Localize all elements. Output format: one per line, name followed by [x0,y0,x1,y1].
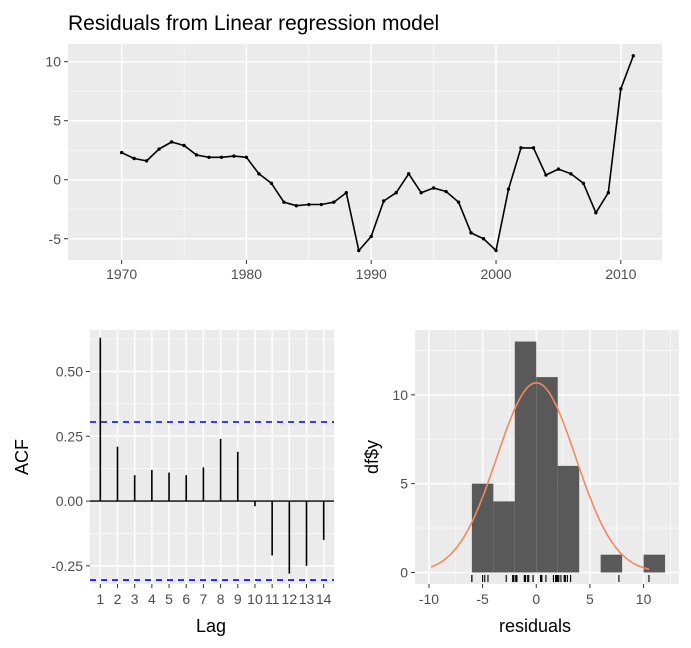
x-tick-label: 1980 [231,266,262,282]
residual-point [145,159,148,162]
histogram-x-ticks: -10 -5 0 5 10 [419,584,652,607]
x-tick-label: 6 [182,591,190,607]
residual-point [320,203,323,206]
residual-point [544,173,547,176]
x-tick-label: 4 [148,591,156,607]
residual-point [232,154,235,157]
acf-y-axis-title: ACF [12,439,32,475]
histogram-x-axis-title: residuals [499,616,571,636]
y-tick-label: 0.50 [56,363,83,379]
residual-point [394,191,397,194]
x-tick-label: 2 [114,591,122,607]
y-tick-label: 0.00 [56,493,83,509]
x-tick-label: 13 [299,591,315,607]
residual-point [432,186,435,189]
x-tick-label: 9 [234,591,242,607]
residual-point [195,153,198,156]
residual-point [207,156,210,159]
y-tick-label: 10 [392,387,408,403]
x-tick-label: 0 [532,591,540,607]
residual-point [582,182,585,185]
residual-point [132,157,135,160]
residual-point [444,190,447,193]
residual-point [295,204,298,207]
residual-point [532,146,535,149]
residual-point [257,172,260,175]
x-tick-label: 5 [165,591,173,607]
residual-point [382,199,385,202]
acf-x-ticks: 1234567891011121314 [96,584,331,607]
histogram-panel: 0 5 10 -10 -5 0 5 10 residuals df$y [362,330,679,636]
residual-point [245,156,248,159]
residual-point [494,249,497,252]
residual-point [569,172,572,175]
y-tick-label: 0.25 [56,428,83,444]
x-tick-label: 14 [316,591,332,607]
x-tick-label: 1970 [106,266,137,282]
residual-point [357,249,360,252]
residual-point [182,144,185,147]
histogram-bar [601,555,622,573]
x-tick-label: 11 [265,591,280,607]
residual-point [469,231,472,234]
acf-panel: -0.250.000.250.50 1234567891011121314 La… [12,330,334,636]
residual-point [607,191,610,194]
x-tick-label: 12 [282,591,298,607]
residual-point [332,200,335,203]
residual-point [345,191,348,194]
x-tick-label: 1 [96,591,104,607]
y-tick-label: 5 [53,113,61,129]
residual-point [270,182,273,185]
residual-point [157,147,160,150]
y-tick-label: -0.25 [51,558,83,574]
residual-point [307,203,310,206]
y-tick-label: 5 [400,476,408,492]
residual-point [519,146,522,149]
x-tick-label: 8 [217,591,225,607]
residual-point [419,191,422,194]
histogram-bar [644,555,665,573]
x-tick-label: -10 [419,591,439,607]
residual-timeseries-panel: Residuals from Linear regression model -… [45,12,662,282]
residual-point [370,235,373,238]
histogram-y-ticks: 0 5 10 [392,387,415,581]
acf-plot-background [90,330,334,584]
residual-point [557,167,560,170]
x-tick-label: 10 [247,591,263,607]
residual-point [170,140,173,143]
residual-point [632,54,635,57]
acf-y-ticks: -0.25 0.00 0.25 0.50 [51,363,90,573]
x-tick-label: -5 [476,591,489,607]
y-tick-label: 10 [45,54,61,70]
residual-point [120,151,123,154]
timeseries-y-ticks: -5 0 5 10 [45,54,68,247]
histogram-bar [536,377,557,572]
residual-point [482,237,485,240]
residual-point [282,200,285,203]
x-tick-label: 5 [586,591,594,607]
x-tick-label: 1990 [356,266,387,282]
x-tick-label: 7 [200,591,208,607]
residual-point [407,172,410,175]
histogram-y-axis-title: df$y [362,440,382,474]
residual-point [594,211,597,214]
chart-title: Residuals from Linear regression model [68,12,439,35]
histogram-bar [493,501,514,572]
residual-point [507,187,510,190]
residual-point [619,87,622,90]
histogram-bar [558,466,579,573]
residual-point [220,156,223,159]
acf-x-axis-title: Lag [196,616,226,636]
y-tick-label: 0 [400,564,408,580]
x-tick-label: 2000 [480,266,511,282]
x-tick-label: 10 [636,591,652,607]
y-tick-label: -5 [49,231,62,247]
x-tick-label: 2010 [605,266,636,282]
histogram-bar [515,342,536,573]
x-tick-label: 3 [131,591,139,607]
residual-point [457,200,460,203]
y-tick-label: 0 [53,172,61,188]
timeseries-x-ticks: 1970 1980 1990 2000 2010 [106,260,637,282]
